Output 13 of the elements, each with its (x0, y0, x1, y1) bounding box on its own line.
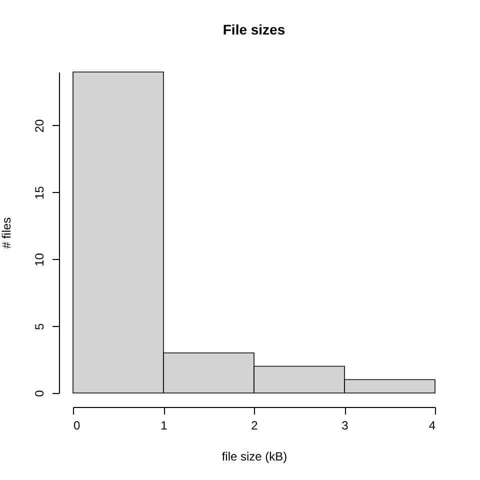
x-tick-label: 1 (160, 418, 168, 432)
y-tick-label: 15 (32, 186, 46, 200)
chart-title: File sizes (222, 22, 286, 38)
y-axis-title: # files (0, 217, 14, 249)
x-axis-title: file size (kB) (222, 450, 288, 464)
y-tick-label: 10 (32, 252, 46, 266)
y-tick-label: 20 (32, 119, 46, 133)
x-tick-label: 2 (251, 418, 258, 432)
y-tick-label: 5 (32, 322, 46, 330)
x-tick-label: 4 (428, 418, 436, 432)
x-tick-label: 0 (74, 418, 80, 432)
x-tick-label: 3 (342, 418, 349, 432)
y-tick-label: 0 (32, 390, 46, 397)
